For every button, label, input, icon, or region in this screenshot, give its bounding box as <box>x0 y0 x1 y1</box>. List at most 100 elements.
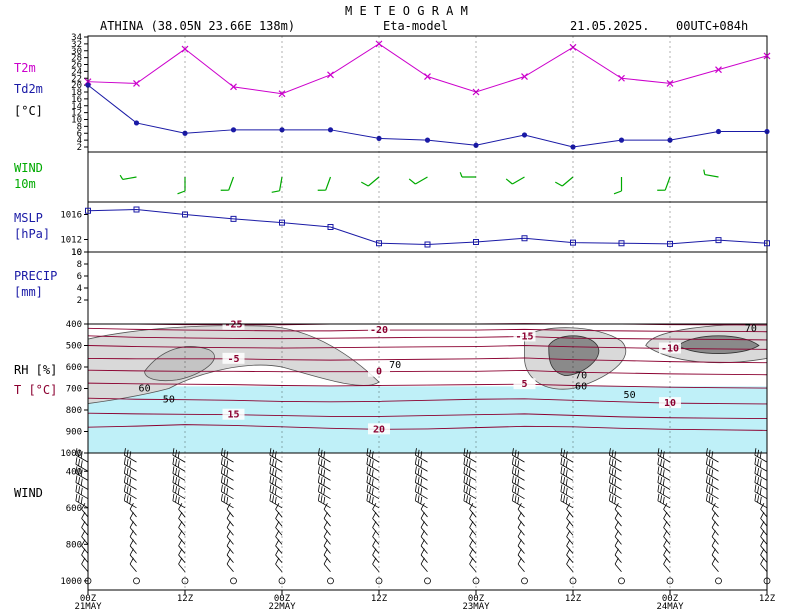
upper-wind-barb <box>75 493 89 509</box>
model-label: Eta-model <box>383 19 448 33</box>
pressure-tick-label: 400 <box>66 320 82 330</box>
upper-wind-barb <box>269 457 283 472</box>
date-label: 22MAY <box>268 602 296 612</box>
upper-wind-barb <box>317 493 331 509</box>
td2m-point <box>85 82 91 88</box>
upper-wind-barb <box>275 530 283 545</box>
upper-wind-barb <box>220 448 234 463</box>
mslp-label: MSLP <box>14 211 43 225</box>
isotherm-label: -20 <box>370 325 388 336</box>
isotherm-line <box>87 345 768 350</box>
upper-wind-barb <box>220 475 234 490</box>
upper-wind-barb <box>129 548 137 563</box>
upper-wind-barb <box>414 448 428 463</box>
wind-barb <box>317 176 332 191</box>
upper-wind-barb <box>123 493 137 509</box>
td2m-point <box>327 127 334 133</box>
upper-wind-barb <box>129 502 137 518</box>
upper-wind-barb <box>226 548 234 563</box>
mslp-line <box>87 208 768 246</box>
upper-pressure-tick-label: 600 <box>66 504 82 514</box>
upper-wind-barb <box>711 539 719 554</box>
upper-wind-barb <box>317 484 331 500</box>
upper-wind-barb <box>226 539 234 554</box>
wind-10m-panel <box>119 169 719 195</box>
surface-calm-marker <box>230 577 237 585</box>
upper-wind-barb <box>323 557 331 572</box>
upper-wind-barb <box>517 557 525 572</box>
surface-calm-marker <box>327 577 334 585</box>
wind-barb <box>177 177 186 195</box>
upper-wind-barb <box>129 530 137 545</box>
upper-wind-barb <box>123 448 137 463</box>
temp-y-tick-label: 12 <box>71 109 82 119</box>
upper-wind-barb <box>663 530 671 545</box>
upper-wind-barb <box>566 557 574 572</box>
upper-wind-barb <box>608 493 622 509</box>
isotherm-label-bg <box>222 352 245 364</box>
wind-barb <box>555 176 574 187</box>
upper-wind-barb <box>754 493 768 509</box>
date-label: 21.05.2025. <box>570 19 649 33</box>
upper-wind-barb <box>705 466 719 481</box>
mslp-y-tick-label: 1012 <box>60 236 82 246</box>
upper-wind-barb <box>323 512 331 527</box>
upper-wind-barb <box>366 475 380 490</box>
upper-wind-barb <box>317 448 331 463</box>
upper-wind-barb <box>614 512 622 527</box>
precip-panel: 2 4 6 8 10 <box>71 248 88 306</box>
t2m-point <box>327 71 334 79</box>
mslp-point <box>570 239 576 246</box>
upper-wind-barb <box>517 502 525 518</box>
pressure-tick-label: 900 <box>66 428 82 438</box>
upper-wind-barb <box>129 521 137 536</box>
upper-wind-barb <box>614 557 622 572</box>
upper-wind-barb <box>511 493 525 509</box>
upper-wind-barb <box>608 457 622 472</box>
low-level-moist-layer <box>88 386 767 453</box>
upper-wind-barb <box>614 530 622 545</box>
mslp-point <box>85 207 91 214</box>
rh-label: 70 <box>745 323 757 334</box>
isotherm-label-bg <box>368 324 390 336</box>
upper-wind-barb <box>657 466 671 481</box>
upper-wind-barb <box>657 448 671 463</box>
temp-y-tick-label: 10 <box>71 116 82 126</box>
upper-wind-barb <box>178 548 186 563</box>
wind-barb <box>505 176 525 185</box>
upper-wind-barb <box>614 539 622 554</box>
date-label: 23MAY <box>462 602 490 612</box>
upper-wind-barb <box>463 448 477 463</box>
temp-y-tick-label: 34 <box>71 33 82 43</box>
upper-wind-barb <box>614 521 622 536</box>
upper-wind-barb <box>705 484 719 500</box>
upper-wind-barb <box>614 502 622 518</box>
isotherm-line <box>87 327 768 333</box>
pressure-tick-label: 700 <box>66 385 82 395</box>
upper-wind-barb <box>566 530 574 545</box>
isotherm-line <box>87 335 768 341</box>
upper-wind-barb <box>511 466 525 481</box>
isotherm-label-bg <box>513 378 536 390</box>
upper-wind-barb <box>220 457 234 472</box>
precip-y-tick-label: 4 <box>77 284 82 294</box>
upper-wind-barb <box>372 548 380 563</box>
upper-wind-barb <box>269 448 283 463</box>
wind-barb <box>459 172 476 178</box>
isotherm-label-bg <box>368 423 390 435</box>
isotherm-label: 10 <box>664 398 676 409</box>
upper-wind-barb <box>657 484 671 500</box>
time-tick-label: 00Z <box>468 594 485 604</box>
t2m-point <box>666 79 674 87</box>
temp-y-tick-label: 18 <box>71 88 82 98</box>
rh-label: 50 <box>163 394 175 405</box>
td2m-point <box>521 132 528 138</box>
precip-unit-label: [mm] <box>14 285 43 299</box>
wind-barb <box>703 169 719 178</box>
precip-y-tick-label: 8 <box>77 260 82 270</box>
upper-wind-barb <box>414 466 428 481</box>
mslp-point <box>279 219 285 226</box>
rh-label: 60 <box>575 381 587 392</box>
upper-wind-barb <box>81 557 89 572</box>
temp-y-tick-label: 4 <box>77 136 82 146</box>
